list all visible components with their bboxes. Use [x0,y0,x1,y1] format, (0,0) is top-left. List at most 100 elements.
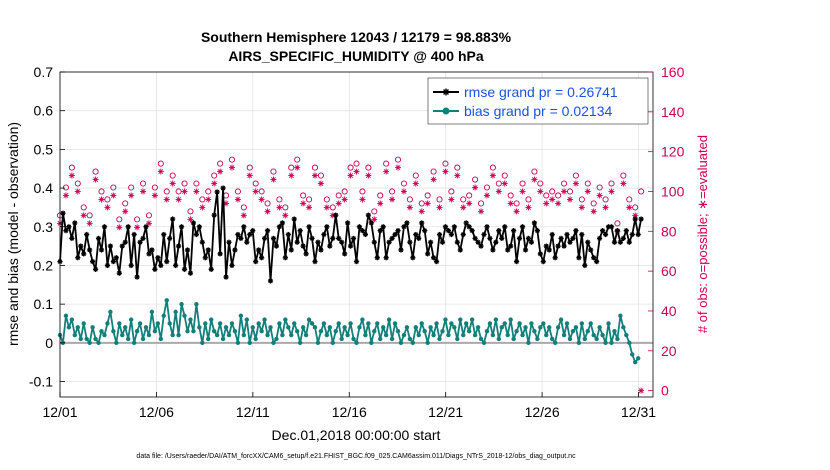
rmse-point [273,243,280,249]
obs-possible-point [347,164,354,171]
rmse-point [430,255,437,261]
bias-point [407,336,413,342]
obs-possible-point [359,188,366,195]
bias-point [217,321,223,326]
legend: rmse grand pr = 0.26741 bias grand pr = … [427,77,649,125]
obs-possible-point [578,196,585,203]
obs-evaluated-point [620,180,627,187]
obs-evaluated-point [383,168,390,175]
bias-point [466,329,472,334]
obs-evaluated-point [572,180,579,187]
bias-point [428,325,433,330]
bias-point [410,340,416,346]
rmse-point [131,231,137,238]
y-right-tick-label: 120 [661,144,685,160]
obs-possible-point [270,168,277,175]
rmse-point [374,255,380,261]
rmse-point [312,258,318,265]
obs-evaluated-point [365,172,372,179]
rmse-point [125,224,131,230]
obs-possible-point [483,184,491,191]
y-tick-label: 0.7 [34,64,54,80]
bias-point [297,340,303,346]
rmse-point [620,235,626,241]
rmse-point [294,239,300,245]
obs-evaluated-point [223,200,230,207]
bias-point [505,332,510,338]
rmse-point [602,231,609,238]
bias-point [182,313,187,318]
rmse-point [413,231,419,238]
obs-evaluated-point [68,172,75,179]
bias-point [191,329,196,334]
bias-point [511,336,516,342]
obs-evaluated-point [472,184,479,191]
bias-point [378,336,383,342]
rmse-point [235,231,241,238]
bias-point [223,325,229,330]
rmse-point [116,270,122,276]
obs-possible-point [513,200,520,207]
bias-point [81,321,86,326]
rmse-point [217,251,223,257]
obs-evaluated-point [489,172,496,179]
obs-possible-point [128,184,135,191]
legend-bias-marker [442,107,450,115]
bias-point [256,321,261,326]
obs-possible-point [608,180,615,187]
chart-title: Southern Hemisphere 12043 / 12179 = 98.8… [201,29,512,45]
rmse-point [128,262,134,269]
obs-possible-point [477,200,485,207]
obs-possible-point [412,172,419,179]
rmse-point [549,231,555,238]
bias-point [247,340,252,346]
obs-evaluated-point [294,164,301,171]
obs-possible-point [187,208,194,215]
obs-possible-point [252,180,259,187]
bias-point [93,336,98,342]
bias-point [161,313,166,318]
obs-evaluated-point [424,200,431,207]
rmse-point [350,235,357,241]
bias-point [484,329,490,334]
rmse-point [122,239,128,245]
rmse-point [220,185,226,191]
obs-possible-point [371,208,378,215]
obs-possible-point [175,188,182,195]
bias-point [469,317,475,322]
bias-point [357,325,362,330]
rmse-point [404,220,410,226]
rmse-point [196,224,202,230]
rmse-point [487,235,493,241]
rmse-point [223,274,229,280]
rmse-point [211,212,217,218]
bias-point [490,332,496,338]
obs-evaluated-point [347,172,354,179]
bias-point [188,317,193,322]
bias-point [84,336,89,342]
bias-point [606,321,611,326]
bias-point [392,321,398,326]
rmse-point [534,228,540,234]
obs-evaluated-point [454,172,461,179]
bias-point [140,336,146,342]
bias-point [66,325,72,330]
rmse-point [285,231,291,238]
bias-point [75,325,80,330]
bias-point [627,340,632,346]
rmse-point [187,270,194,276]
bias-point [360,317,365,322]
obs-possible-point [294,156,301,163]
obs-possible-point [139,180,147,187]
obs-possible-point [501,172,508,179]
bias-point [526,340,531,346]
obs-evaluated-point [412,180,419,187]
obs-possible-point [472,176,479,183]
obs-possible-point [199,196,206,203]
rmse-point [632,216,638,222]
obs-evaluated-point [311,172,318,179]
rmse-point [428,239,434,245]
bias-point [481,340,487,346]
rmse-point [454,239,460,245]
obs-evaluated-point [211,180,218,187]
